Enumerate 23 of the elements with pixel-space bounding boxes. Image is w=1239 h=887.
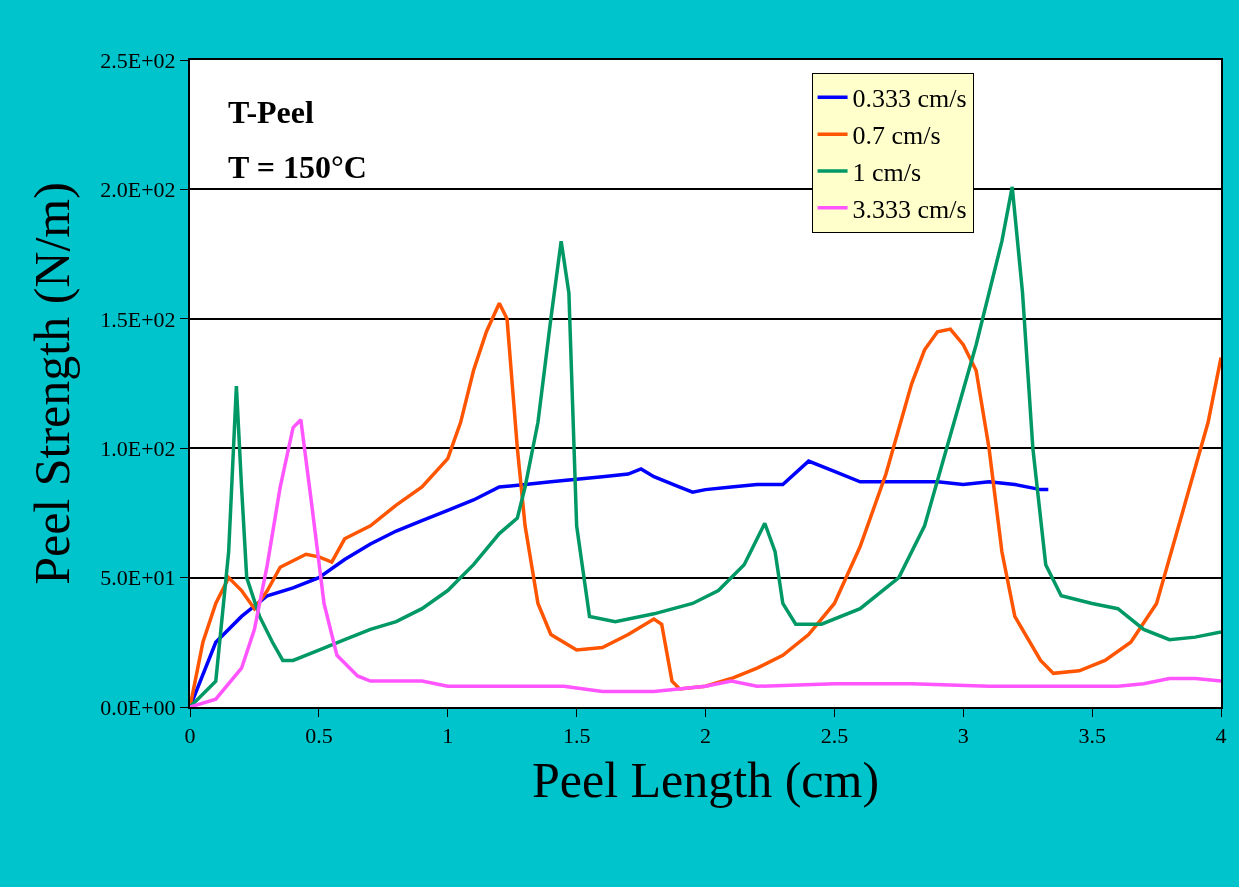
y-tick-label: 2.5E+02	[100, 47, 176, 73]
y-tick-label: 1.0E+02	[100, 435, 176, 461]
x-tick-label: 2.5	[820, 723, 849, 749]
legend-label: 3.333 cm/s	[852, 194, 967, 224]
legend-label: 1 cm/s	[852, 158, 922, 188]
x-tick-label: 0	[184, 723, 196, 749]
legend-label: 0.7 cm/s	[852, 121, 941, 151]
y-tick-label: 1.5E+02	[100, 306, 176, 332]
x-tick-label: 1.5	[562, 723, 591, 749]
x-tick-label: 4	[1215, 723, 1227, 749]
x-tick-label: 3.5	[1078, 723, 1106, 749]
annotation: T-Peel	[228, 94, 315, 130]
annotation: T = 150°C	[228, 149, 367, 185]
x-tick-label: 0.5	[305, 723, 333, 749]
y-tick-label: 0.0E+00	[100, 694, 176, 720]
y-tick-label: 2.0E+02	[100, 177, 176, 203]
x-axis-title: Peel Length (cm)	[531, 752, 880, 809]
x-tick-label: 1	[442, 723, 454, 749]
y-tick-label: 5.0E+01	[100, 565, 176, 591]
x-tick-label: 2	[700, 723, 711, 749]
legend-label: 0.333 cm/s	[852, 84, 967, 114]
x-tick-label: 3	[957, 723, 969, 749]
y-axis-title: Peel Strength (N/m)	[23, 182, 80, 585]
